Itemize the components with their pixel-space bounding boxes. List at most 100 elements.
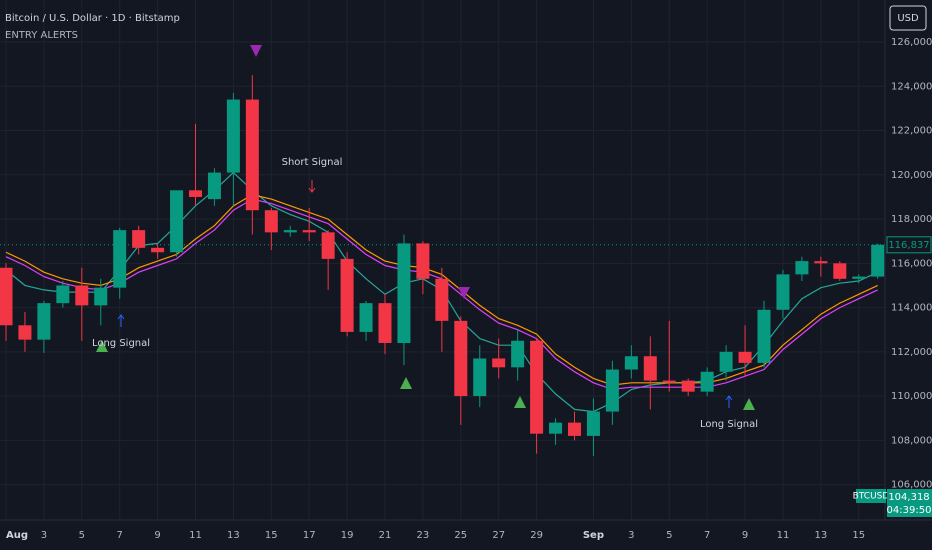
y-tick-label: 112,000	[891, 347, 932, 358]
candle-body	[454, 320, 468, 397]
candle-body	[814, 261, 828, 264]
candle-body	[852, 276, 866, 279]
last-price-label: 116,837	[888, 240, 929, 251]
x-tick-label: 15	[265, 530, 278, 541]
currency-label[interactable]: USD	[897, 13, 919, 24]
grid	[0, 0, 885, 520]
candle-body	[511, 340, 525, 368]
candle-body	[605, 369, 619, 412]
candle-body	[226, 99, 240, 173]
x-tick-label: 9	[154, 530, 160, 541]
candle-body	[37, 303, 51, 340]
candle-body	[340, 258, 354, 332]
candle-body	[624, 356, 638, 370]
x-tick-label: 25	[454, 530, 467, 541]
x-tick-label: 5	[666, 530, 672, 541]
y-tick-label: 106,000	[891, 480, 932, 491]
chart-title: Bitcoin / U.S. Dollar · 1D · Bitstamp	[5, 13, 180, 24]
last-price-box	[886, 236, 932, 254]
x-tick-label: 29	[530, 530, 543, 541]
x-tick-label: 7	[117, 530, 123, 541]
buy-marker	[514, 396, 526, 408]
x-tick-label: Aug	[6, 530, 28, 541]
x-tick-label: 13	[227, 530, 240, 541]
candle-body	[871, 244, 885, 277]
candle-body	[0, 267, 13, 326]
sell-marker	[250, 45, 262, 57]
x-tick-label: 3	[628, 530, 634, 541]
x-tick-label: Sep	[583, 530, 604, 541]
axis: 106,000 108,000 110,000 112,000 114,000 116,0…	[6, 37, 932, 541]
candle-body	[568, 422, 581, 436]
candle-body	[700, 371, 714, 392]
candle-body	[113, 230, 127, 288]
candle-body	[643, 356, 657, 381]
symbol-tag-box	[856, 489, 886, 503]
y-tick-label: 116,000	[891, 258, 932, 269]
candle-body	[738, 351, 752, 363]
x-tick-label: 7	[704, 530, 710, 541]
chart-subtitle: ENTRY ALERTS	[5, 30, 78, 41]
candle-body	[549, 422, 563, 434]
buy-marker	[96, 340, 108, 352]
price-tag-box	[887, 489, 932, 517]
candle-body	[662, 380, 676, 383]
buy-marker	[400, 377, 412, 389]
candle-body	[207, 172, 221, 200]
candle-body	[378, 303, 392, 343]
annotation: Long Signal	[700, 419, 758, 430]
y-tick-label: 122,000	[891, 126, 932, 137]
candle-body	[492, 358, 506, 368]
candle-body	[776, 274, 790, 310]
x-tick-label: 11	[189, 530, 202, 541]
candle-body	[397, 243, 411, 343]
y-tick-label: 110,000	[891, 391, 932, 402]
candle-body	[245, 99, 259, 211]
candle-body	[321, 232, 335, 259]
candle-body	[473, 358, 487, 397]
candle-body	[283, 230, 297, 233]
price-tag: 104,318	[888, 492, 929, 503]
annotation: Long Signal	[92, 338, 150, 349]
x-tick-label: 9	[742, 530, 748, 541]
x-tick-label: 11	[777, 530, 790, 541]
annotation: Short Signal	[282, 157, 343, 168]
y-tick-label: 124,000	[891, 81, 932, 92]
x-tick-label: 19	[341, 530, 354, 541]
candle-body	[795, 261, 809, 275]
x-tick-label: 3	[41, 530, 47, 541]
candle-body	[359, 303, 373, 332]
candle-body	[757, 309, 771, 363]
sell-marker	[458, 287, 470, 299]
x-tick-label: 21	[379, 530, 392, 541]
candle-body	[586, 411, 600, 436]
currency-button[interactable]	[889, 5, 927, 31]
candle-body	[435, 278, 449, 321]
y-tick-label: 114,000	[891, 303, 932, 314]
candle-body	[56, 285, 70, 304]
buy-marker	[743, 398, 755, 410]
candle-body	[170, 190, 184, 253]
candle-body	[530, 340, 544, 434]
symbol-tag: BTCUSD	[853, 492, 890, 502]
x-tick-label: 27	[492, 530, 505, 541]
x-tick-label: 17	[303, 530, 316, 541]
y-tick-label: 120,000	[891, 170, 932, 181]
x-tick-label: 23	[417, 530, 430, 541]
candle-body	[132, 230, 146, 248]
y-tick-label: 126,000	[891, 37, 932, 48]
candle-body	[264, 210, 278, 233]
candle-body	[719, 351, 733, 372]
candle-body	[681, 380, 695, 392]
candle-body	[189, 190, 202, 197]
countdown: 04:39:50	[887, 505, 932, 516]
candle-body	[416, 243, 430, 279]
short-arrow	[308, 180, 316, 193]
candles	[0, 75, 885, 456]
candle-body	[302, 230, 316, 233]
y-tick-label: 108,000	[891, 435, 932, 446]
y-tick-label: 118,000	[891, 214, 932, 225]
x-tick-label: 15	[852, 530, 865, 541]
candle-body	[75, 285, 89, 306]
long-arrow	[725, 395, 733, 408]
